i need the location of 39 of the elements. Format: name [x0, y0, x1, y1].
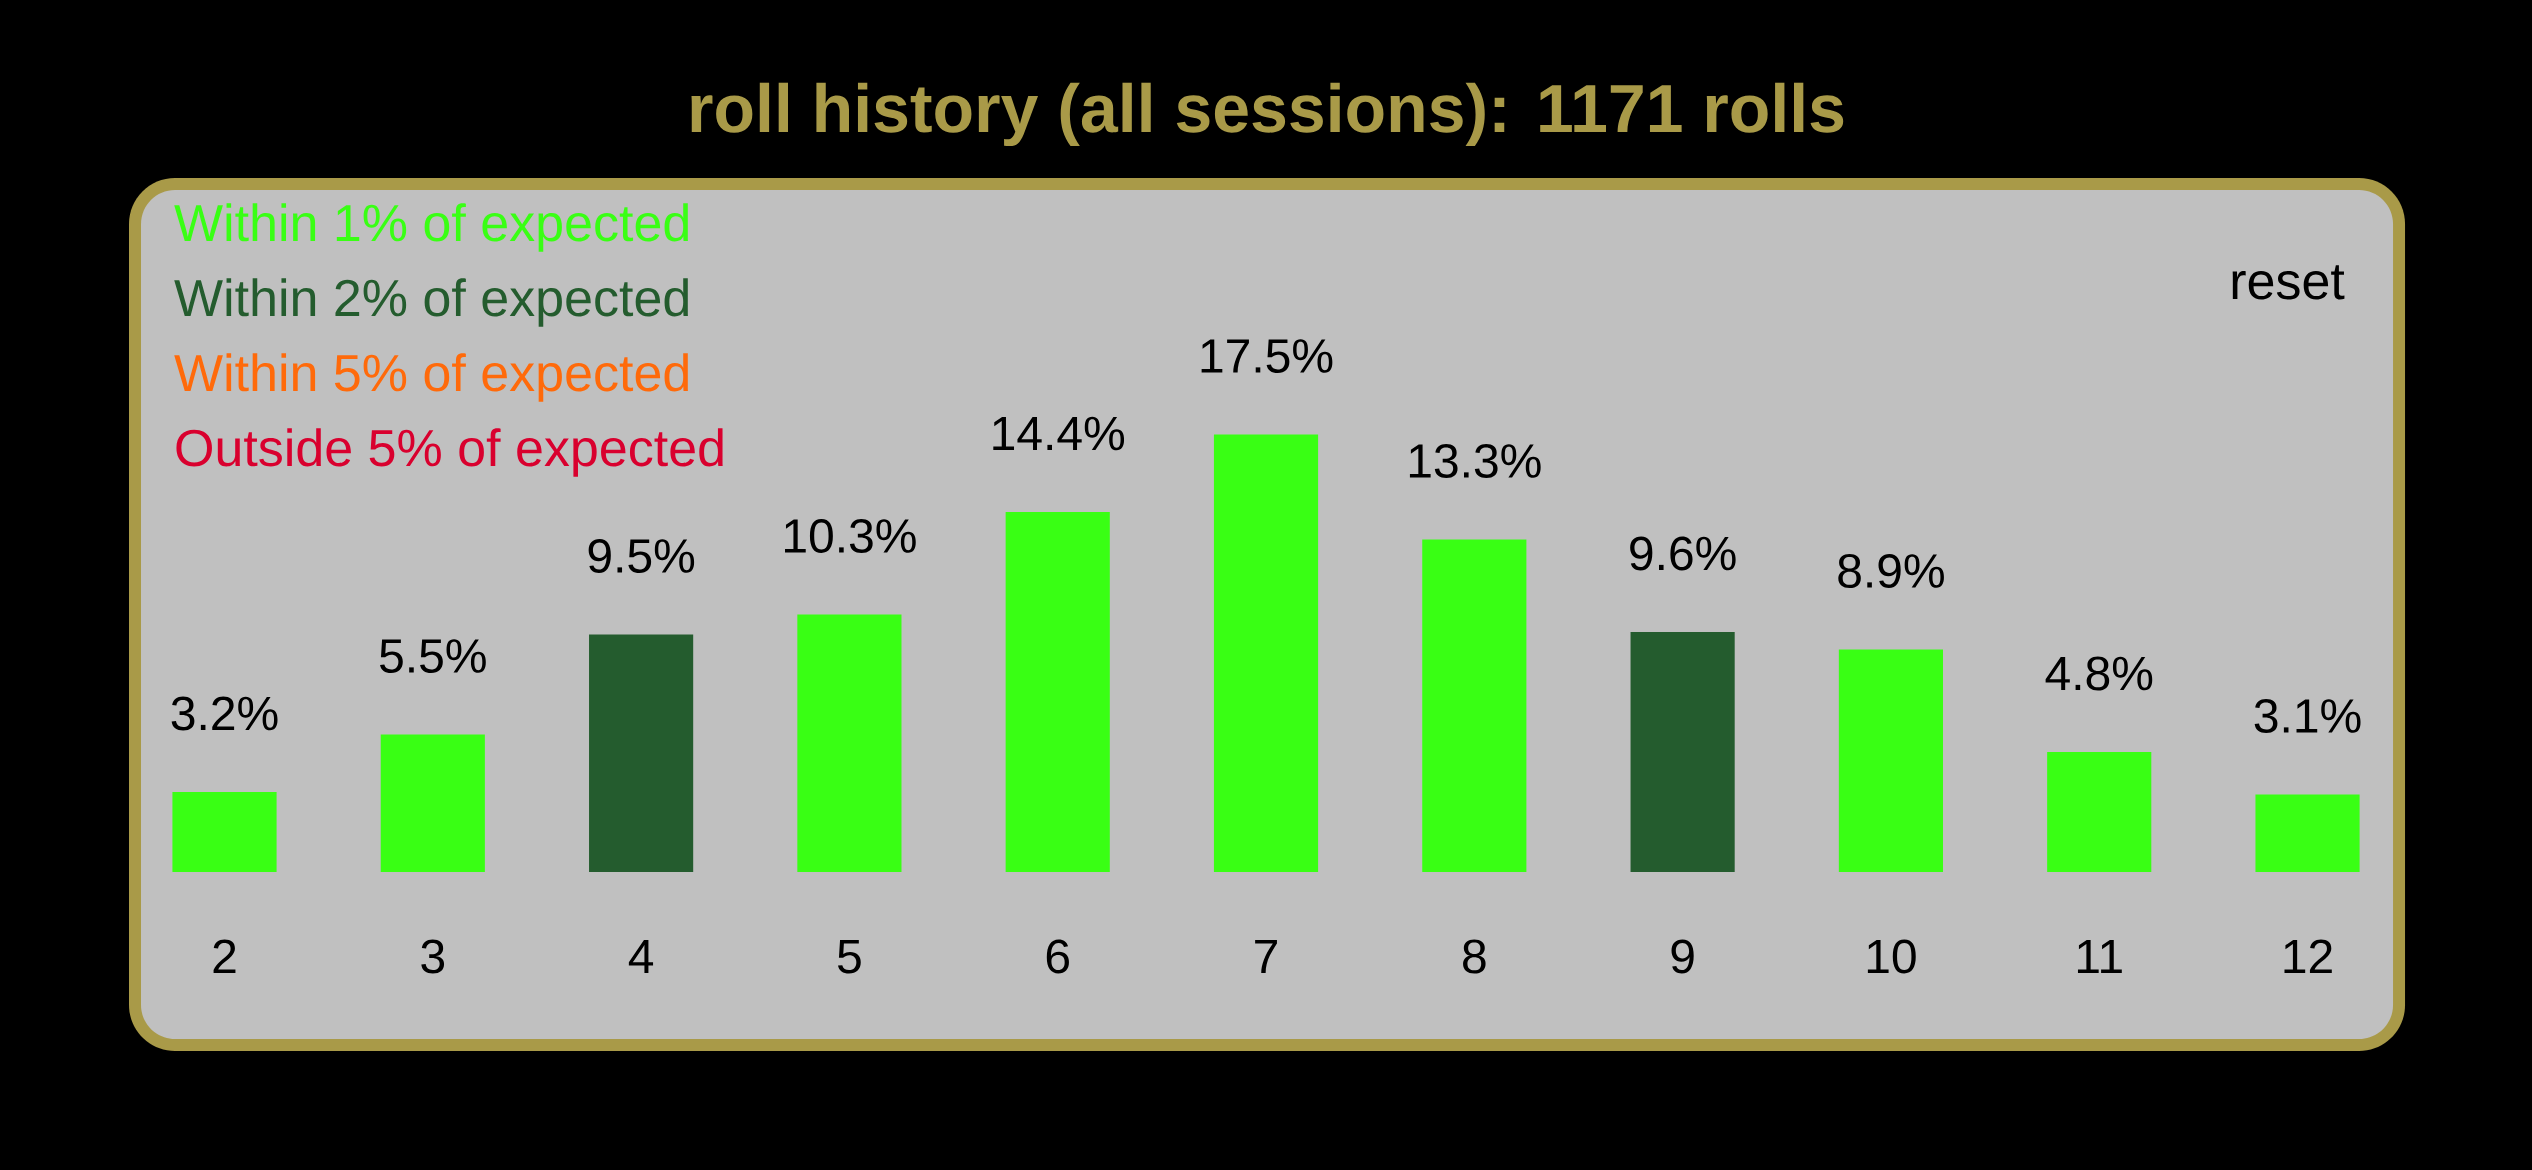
x-tick-label: 10 [1867, 939, 1916, 974]
x-tick-label: 6 [1046, 939, 1069, 974]
bar [380, 734, 485, 872]
x-tick-label: 5 [837, 939, 861, 974]
x-tick-label: 2 [213, 939, 236, 973]
x-tick-label: 4 [628, 939, 654, 973]
bar [1838, 649, 1943, 872]
x-tick-label: 3 [421, 939, 445, 974]
bar [172, 792, 277, 872]
bar [589, 634, 694, 872]
data-label: 3.2% [171, 696, 278, 731]
legend-label: Within 5% of expected [174, 353, 688, 402]
x-tick-label: 7 [1255, 939, 1277, 973]
data-label: 17.5% [1201, 339, 1333, 373]
bar [1005, 511, 1110, 872]
text: reset [2232, 265, 2345, 300]
x-tick-label: 9 [1671, 939, 1694, 974]
bar [797, 614, 902, 872]
bar [1630, 631, 1735, 872]
bar [1422, 539, 1527, 872]
bar [2047, 752, 2152, 872]
chart-title: roll history (all sessions): 1171 rolls [691, 82, 1844, 147]
x-tick-label: 12 [2284, 939, 2332, 973]
text: Within 2% of expected [174, 278, 688, 327]
data-label: 13.3% [1409, 443, 1541, 478]
text: Within 1% of expected [174, 203, 688, 252]
bar [1213, 434, 1319, 872]
data-label: 14.4% [993, 416, 1125, 451]
legend-label: Outside 5% of expected [176, 428, 723, 477]
x-tick-label: 11 [2077, 939, 2122, 973]
data-label: 5.5% [380, 639, 486, 673]
data-label: 3.1% [2254, 698, 2361, 733]
data-label: 9.5% [588, 538, 695, 573]
data-label: 10.3% [785, 518, 916, 553]
data-label: 8.9% [1838, 553, 1944, 588]
bar [2255, 794, 2360, 872]
data-label: 4.8% [2045, 656, 2153, 691]
x-tick-label: 8 [1463, 939, 1486, 974]
data-label: 9.6% [1630, 536, 1736, 571]
